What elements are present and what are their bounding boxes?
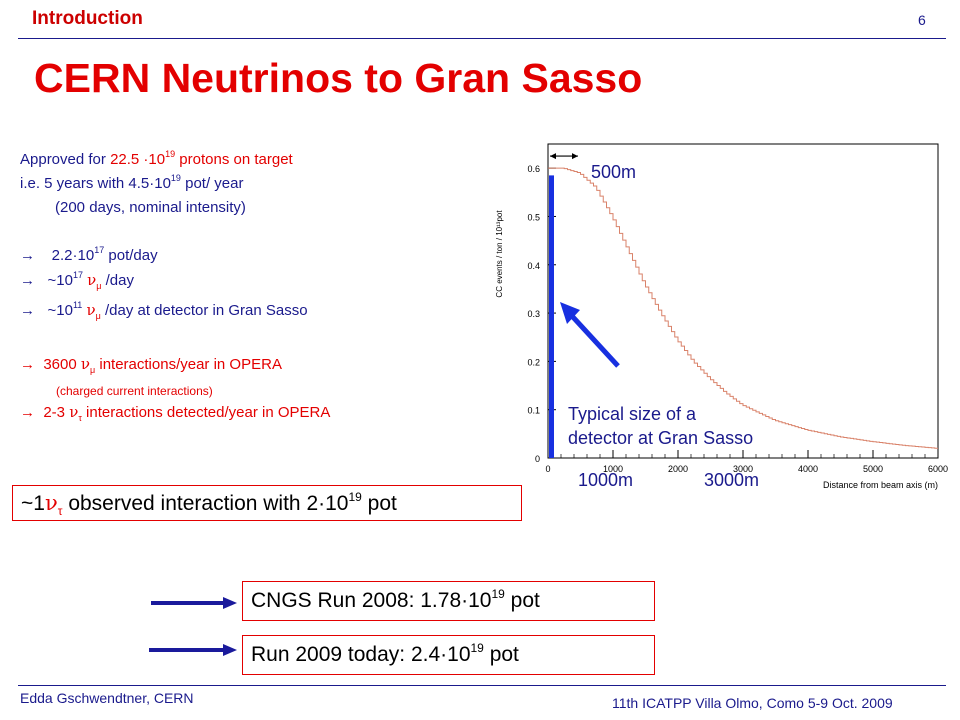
y-tick-label: 0.2	[527, 357, 540, 367]
x-tick-label: 3000	[733, 464, 753, 474]
section-title: Introduction	[32, 8, 143, 29]
x-tick-label: 4000	[798, 464, 818, 474]
series-line	[548, 167, 938, 449]
arrow-icon: →	[20, 247, 35, 264]
header-rule	[18, 38, 946, 39]
run-arrows	[149, 597, 237, 656]
arrow-icon: →	[20, 404, 35, 421]
slide-title: CERN Neutrinos to Gran Sasso	[34, 55, 643, 101]
y-tick-label: 0.3	[527, 309, 540, 319]
arrow-right-icon	[223, 644, 237, 656]
y-tick-label: 0	[535, 454, 540, 464]
text-block: Approved for 22.5 ·1019 protons on targe…	[20, 148, 330, 430]
footer-author: Edda Gschwendtner, CERN	[20, 690, 194, 706]
run-2008-box: CNGS Run 2008: 1.78·1019 pot	[242, 581, 655, 621]
pointer-arrowhead-icon	[560, 302, 580, 324]
line-days: (200 days, nominal intensity)	[55, 199, 246, 216]
observed-interaction-box: ~1ντ observed interaction with 2·1019 po…	[12, 485, 522, 521]
x-tick-label: 6000	[928, 464, 948, 474]
line-cc: (charged current interactions)	[56, 384, 213, 398]
arrow-icon: →	[20, 356, 35, 373]
x-tick-label: 5000	[863, 464, 883, 474]
arrowhead-right-icon	[572, 153, 578, 160]
line-numu-day: → ~1017 νμ /day	[20, 270, 134, 292]
y-tick-label: 0.6	[527, 164, 540, 174]
y-tick-label: 0.1	[527, 406, 540, 416]
x-tick-label: 2000	[668, 464, 688, 474]
line-pot-day: → 2.2·1017 pot/day	[20, 245, 158, 265]
y-tick-label: 0.5	[527, 212, 540, 222]
y-tick-label: 0.4	[527, 261, 540, 271]
line-interactions: → 3600 νμ interactions/year in OPERA	[20, 355, 282, 375]
arrow-right-icon	[223, 597, 237, 609]
x-tick-label: 1000	[603, 464, 623, 474]
detector-text-1: Typical size of a	[568, 404, 697, 424]
line-approved: Approved for 22.5 ·1019 protons on targe…	[20, 149, 293, 169]
label-1000m: 1000m	[578, 470, 634, 490]
footer-conference: 11th ICATPP Villa Olmo, Como 5-9 Oct. 20…	[612, 695, 893, 711]
line-detected: → 2-3 ντ interactions detected/year in O…	[20, 403, 331, 423]
arrow-icon: →	[20, 272, 35, 289]
run-2009-box: Run 2009 today: 2.4·1019 pot	[242, 635, 655, 675]
arrow-icon: →	[20, 302, 35, 319]
beam-profile-chart: 0 0.1 0.2 0.3 0.4 0.5 0.6 0 1000 2000 3000 4000 5000…	[495, 143, 948, 490]
line-numu-detector: → ~1011 νμ /day at detector in Gran Sass…	[20, 300, 308, 322]
footer-rule	[18, 685, 946, 686]
x-tick-label: 0	[545, 464, 550, 474]
y-axis-label: CC events / ton / 10¹³pot	[495, 210, 504, 298]
detector-text-2: detector at Gran Sasso	[568, 428, 754, 448]
arrowhead-left-icon	[550, 153, 556, 160]
label-3000m: 3000m	[704, 470, 760, 490]
label-500m: 500m	[591, 162, 637, 182]
x-axis-label: Distance from beam axis (m)	[823, 480, 938, 490]
pointer-arrow-icon	[570, 314, 620, 368]
line-years: i.e. 5 years with 4.5·1019 pot/ year	[20, 173, 244, 193]
detector-size-bar	[549, 175, 554, 458]
page-number: 6	[918, 12, 926, 28]
